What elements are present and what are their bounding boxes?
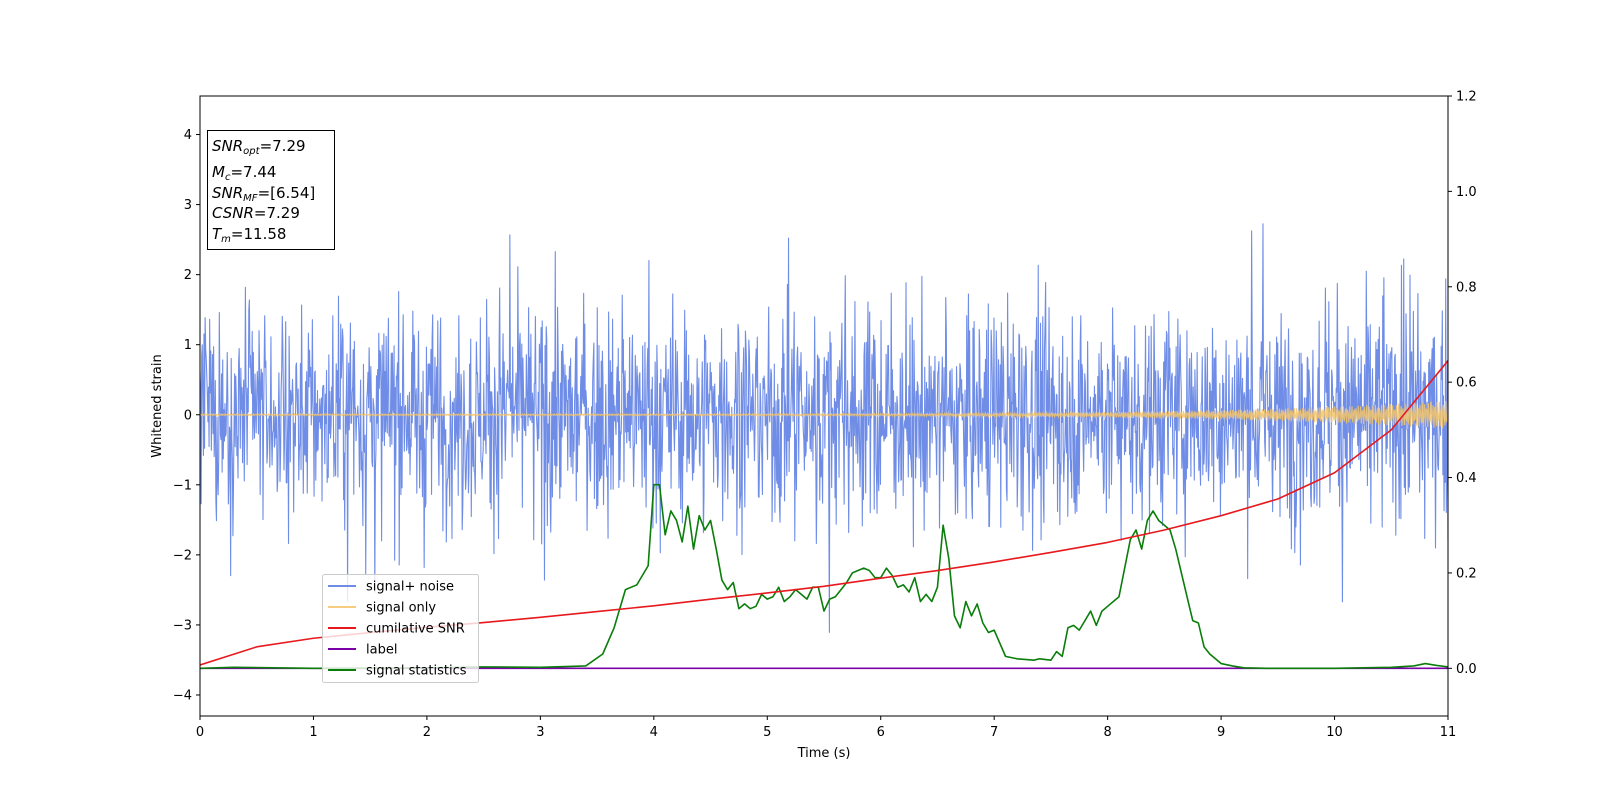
y-left-tick-label: 4 xyxy=(184,128,192,143)
info-mc-text: Mc=7.44 xyxy=(212,163,276,183)
x-tick-label: 5 xyxy=(763,725,771,740)
x-tick-label: 9 xyxy=(1217,725,1225,740)
x-tick-label: 2 xyxy=(423,725,431,740)
legend-entry-label: label xyxy=(366,643,397,658)
info-snr-mf-value: =[6.54] xyxy=(258,184,316,202)
y-right-tick-label: 0.2 xyxy=(1456,566,1477,581)
x-tick-label: 11 xyxy=(1440,725,1457,740)
info-snr-mf-text: SNRMF=[6.54] xyxy=(212,184,315,204)
x-tick-label: 7 xyxy=(990,725,998,740)
info-tm-text: Tm=11.58 xyxy=(212,225,286,245)
series-signal-only-line xyxy=(200,401,1448,429)
y-left-tick-label: 1 xyxy=(184,338,192,353)
legend-entry-label: signal+ noise xyxy=(366,580,454,595)
y-axis-label: Whitened strain xyxy=(150,354,165,457)
y-left-tick-label: −4 xyxy=(173,688,192,703)
info-mc-sub: c xyxy=(225,172,231,183)
info-mc-value: =7.44 xyxy=(230,163,276,181)
y-left-tick-label: −2 xyxy=(173,548,192,563)
info-snr-opt-sub: opt xyxy=(243,146,260,157)
info-csnr-value: =7.29 xyxy=(254,204,300,222)
x-tick-label: 10 xyxy=(1326,725,1343,740)
info-snr-opt-base: SNR xyxy=(212,137,243,155)
info-tm-sub: m xyxy=(221,234,231,245)
info-snr-opt-text: SNRopt=7.29 xyxy=(212,137,306,157)
plot-frame xyxy=(199,95,1449,717)
legend-entry-label: signal only xyxy=(366,601,436,616)
x-axis-label: Time (s) xyxy=(797,746,851,761)
info-snr-mf-base: SNR xyxy=(212,184,243,202)
x-tick-label: 8 xyxy=(1103,725,1111,740)
x-tick-label: 1 xyxy=(309,725,317,740)
y-left-tick-label: 3 xyxy=(184,198,192,213)
legend-entry-label: signal statistics xyxy=(366,664,467,679)
series-signal-statistics-line xyxy=(200,483,1448,670)
info-snr-mf-sub: MF xyxy=(243,193,258,204)
y-left-tick-label: 2 xyxy=(184,268,192,283)
legend: signal+ noise signal only cumilative SNR la… xyxy=(322,574,479,683)
y-right-tick-label: 1.0 xyxy=(1456,185,1477,200)
y-right-tick-label: 0.4 xyxy=(1456,471,1477,486)
x-tick-label: 3 xyxy=(536,725,544,740)
x-tick-label: 0 xyxy=(196,725,204,740)
info-csnr-base: CSNR xyxy=(212,204,254,222)
y-right-tick-label: 0.0 xyxy=(1456,662,1477,677)
series-signal-noise-line xyxy=(200,223,1448,633)
y-right-tick-label: 1.2 xyxy=(1456,90,1477,105)
info-box: SNRopt=7.29Mc=7.44SNRMF=[6.54]CSNR=7.29T… xyxy=(207,130,335,250)
info-tm-base: T xyxy=(212,225,223,243)
legend-frame xyxy=(322,574,479,683)
axes-layer: 0 1 2 3 4 5 6 7 8 9 10 11 −4 −3 −2 −1 0 1 2 3 4 0.0 0.2 0.4 0.6 0… xyxy=(173,90,1477,741)
info-tm-value: =11.58 xyxy=(231,225,287,243)
info-csnr-text: CSNR=7.29 xyxy=(212,204,300,222)
info-snr-opt-value: =7.29 xyxy=(260,137,306,155)
y-left-tick-label: −1 xyxy=(173,478,192,493)
legend-entry-label: cumilative SNR xyxy=(366,622,465,637)
x-tick-label: 6 xyxy=(877,725,885,740)
info-box-frame xyxy=(207,130,335,250)
x-tick-label: 4 xyxy=(650,725,658,740)
y-left-tick-label: −3 xyxy=(173,618,192,633)
y-right-tick-label: 0.8 xyxy=(1456,280,1477,295)
y-right-tick-label: 0.6 xyxy=(1456,376,1477,391)
info-mc-base: M xyxy=(212,163,225,181)
y-left-tick-label: 0 xyxy=(184,408,192,423)
